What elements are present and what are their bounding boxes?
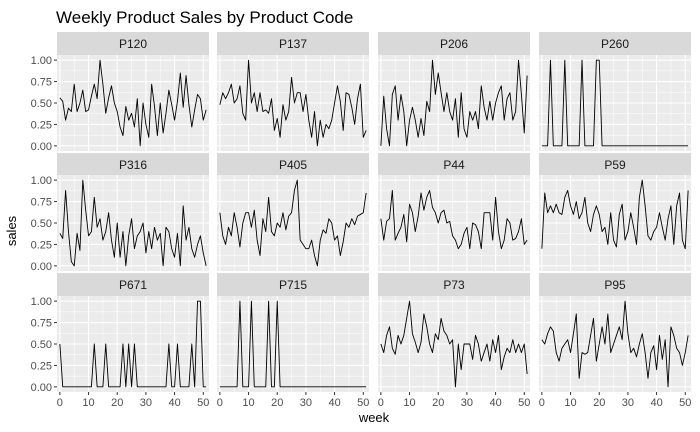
x-tick-label: 40 <box>328 397 340 409</box>
x-tick-label: 10 <box>564 397 576 409</box>
x-tick-label: 50 <box>518 397 530 409</box>
facet-strip-label: P59 <box>604 158 626 172</box>
x-tick-label: 30 <box>300 397 312 409</box>
x-tick-label: 0 <box>57 397 63 409</box>
y-tick-label: 0.00 <box>31 261 52 273</box>
facet-panel-p137: P137 <box>217 32 369 151</box>
x-tick-label: 50 <box>357 397 369 409</box>
x-tick-label: 20 <box>432 397 444 409</box>
y-tick-label: 0.75 <box>31 197 52 209</box>
facet-strip-label: P715 <box>279 278 307 292</box>
x-tick-label: 50 <box>197 397 209 409</box>
x-tick-label: 40 <box>489 397 501 409</box>
y-tick-label: 0.25 <box>31 239 52 251</box>
y-tick-label: 0.00 <box>31 382 52 394</box>
x-tick-label: 10 <box>242 397 254 409</box>
facet-panels: P120 0.00 0.25 0.50 0.75 1.00 P137 P206 P260 P316… <box>31 32 692 409</box>
facet-panel-p44: P44 <box>378 153 530 271</box>
x-tick-label: 10 <box>403 397 415 409</box>
x-tick-label: 0 <box>378 397 384 409</box>
facet-strip-label: P95 <box>604 278 626 292</box>
facet-strip-label: P120 <box>119 37 147 51</box>
x-tick-label: 20 <box>593 397 605 409</box>
x-tick-label: 0 <box>217 397 223 409</box>
facet-strip-label: P316 <box>119 158 147 172</box>
facet-panel-p671: P671 0.00 0.25 0.50 0.75 1.00 0 10 20 30 40 50 <box>31 273 210 409</box>
x-tick-label: 50 <box>679 397 691 409</box>
y-axis-label: sales <box>4 215 19 246</box>
facet-panel-p95: P95 0 10 20 30 40 50 <box>539 273 692 409</box>
y-tick-label: 0.50 <box>31 98 52 110</box>
y-tick-label: 1.00 <box>31 175 52 187</box>
y-tick-label: 0.50 <box>31 339 52 351</box>
y-tick-label: 0.50 <box>31 218 52 230</box>
facet-panel-p206: P206 <box>378 32 530 151</box>
x-tick-label: 30 <box>461 397 473 409</box>
facet-panel-p260: P260 <box>539 32 691 151</box>
y-tick-label: 0.75 <box>31 77 52 89</box>
facet-panel-p316: P316 0.00 0.25 0.50 0.75 1.00 <box>31 153 209 273</box>
facet-strip-label: P671 <box>119 278 147 292</box>
x-axis-label: week <box>358 410 390 425</box>
facet-strip-label: P206 <box>440 37 468 51</box>
y-tick-label: 0.75 <box>31 318 52 330</box>
facet-panel-p73: P73 0 10 20 30 40 50 <box>378 273 531 409</box>
facet-panel-p59: P59 <box>539 153 691 271</box>
y-tick-label: 0.25 <box>31 360 52 372</box>
x-tick-label: 20 <box>111 397 123 409</box>
x-tick-label: 20 <box>271 397 283 409</box>
chart-title: Weekly Product Sales by Product Code <box>56 8 353 27</box>
y-tick-label: 0.00 <box>31 141 52 153</box>
facet-strip-label: P260 <box>601 37 629 51</box>
x-tick-label: 0 <box>539 397 545 409</box>
facet-strip-label: P73 <box>443 278 465 292</box>
y-tick-label: 1.00 <box>31 55 52 67</box>
facet-strip-label: P137 <box>279 37 307 51</box>
x-tick-label: 10 <box>82 397 94 409</box>
x-tick-label: 40 <box>168 397 180 409</box>
x-tick-label: 40 <box>650 397 662 409</box>
x-tick-label: 30 <box>622 397 634 409</box>
facet-panel-p405: P405 <box>217 153 369 271</box>
facet-strip-label: P405 <box>279 158 307 172</box>
facet-strip-label: P44 <box>443 158 465 172</box>
facet-panel-p715: P715 0 10 20 30 40 50 <box>217 273 370 409</box>
facet-panel-p120: P120 0.00 0.25 0.50 0.75 1.00 <box>31 32 209 153</box>
y-tick-label: 1.00 <box>31 296 52 308</box>
y-tick-label: 0.25 <box>31 119 52 131</box>
x-tick-label: 30 <box>140 397 152 409</box>
